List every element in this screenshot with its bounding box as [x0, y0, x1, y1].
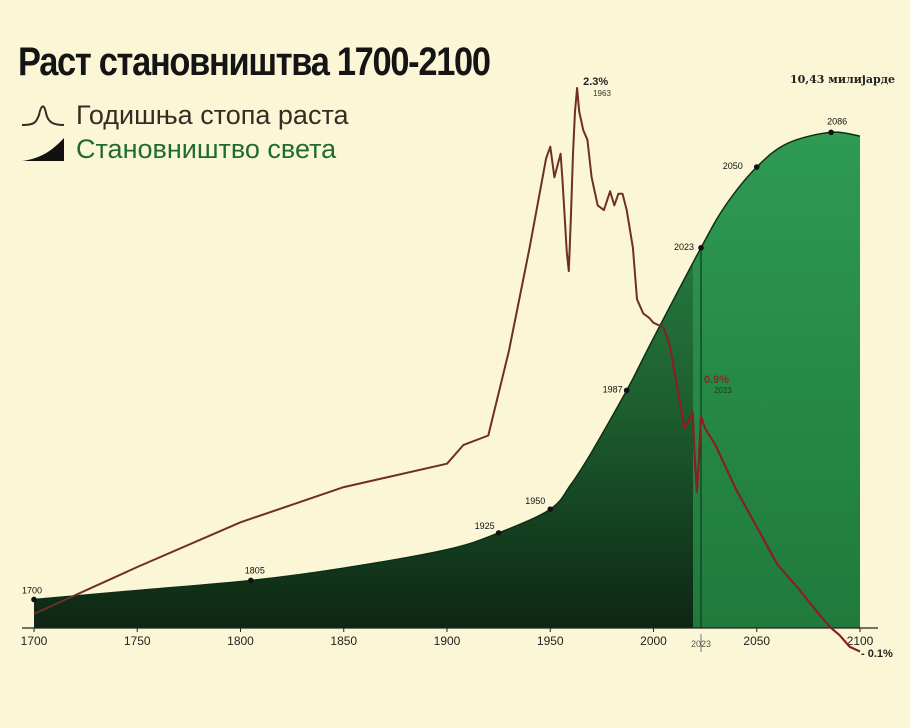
growth-rate-projected-line — [662, 327, 861, 653]
population-marker — [248, 577, 254, 584]
projection-tick-label: 2023 — [691, 639, 711, 649]
x-tick-label: 1750 — [124, 634, 151, 648]
x-tick-label: 1850 — [330, 634, 357, 648]
rate-peak-value-label: 2.3% — [583, 76, 608, 88]
legend: Годишња стопа раста Становништво света — [20, 98, 349, 166]
growth-rate-legend-icon — [21, 105, 65, 126]
rate-current-year-label: 2023 — [714, 386, 732, 395]
population-marker-label: 1987 — [603, 384, 623, 394]
population-marker-label: 2023 — [674, 242, 694, 252]
x-tick-label: 2000 — [640, 634, 667, 648]
population-marker-label: 2050 — [723, 161, 743, 171]
x-tick-label: 2050 — [743, 634, 770, 648]
legend-label-population: Становништво света — [76, 133, 337, 164]
population-area-historical — [34, 262, 693, 628]
population-marker-label: 1950 — [525, 496, 545, 506]
chart-title: Раст становништва 1700-2100 — [18, 40, 491, 84]
population-marker-label: 1925 — [475, 521, 495, 531]
population-area-projected — [693, 132, 860, 628]
rate-current-value-label: 0.9% — [704, 374, 729, 386]
legend-item-growth-rate: Годишња стопа раста — [20, 98, 349, 132]
population-marker — [623, 387, 630, 394]
x-tick-label: 1800 — [227, 634, 254, 648]
population-marker — [31, 596, 37, 603]
population-marker-label: 2086 — [827, 116, 847, 126]
population-marker — [698, 245, 704, 251]
population-marker-label: 1805 — [245, 565, 265, 575]
rate-end-value-label: - 0.1% — [861, 648, 893, 660]
population-marker — [753, 164, 760, 170]
legend-item-population: Становништво света — [20, 132, 349, 166]
rate-peak-year-label: 1963 — [593, 89, 611, 98]
legend-label-growth-rate: Годишња стопа раста — [76, 99, 349, 130]
population-marker — [547, 506, 554, 512]
x-tick-label: 1900 — [434, 634, 461, 648]
population-marker — [495, 530, 502, 536]
population-legend-icon — [22, 138, 64, 161]
x-tick-label: 2100 — [847, 634, 874, 648]
x-tick-label: 1950 — [537, 634, 564, 648]
x-tick-label: 1700 — [21, 634, 48, 648]
population-marker-label: 1700 — [22, 585, 42, 595]
peak-population-label: 10,43 милијарде — [790, 73, 896, 86]
population-marker — [828, 129, 834, 136]
